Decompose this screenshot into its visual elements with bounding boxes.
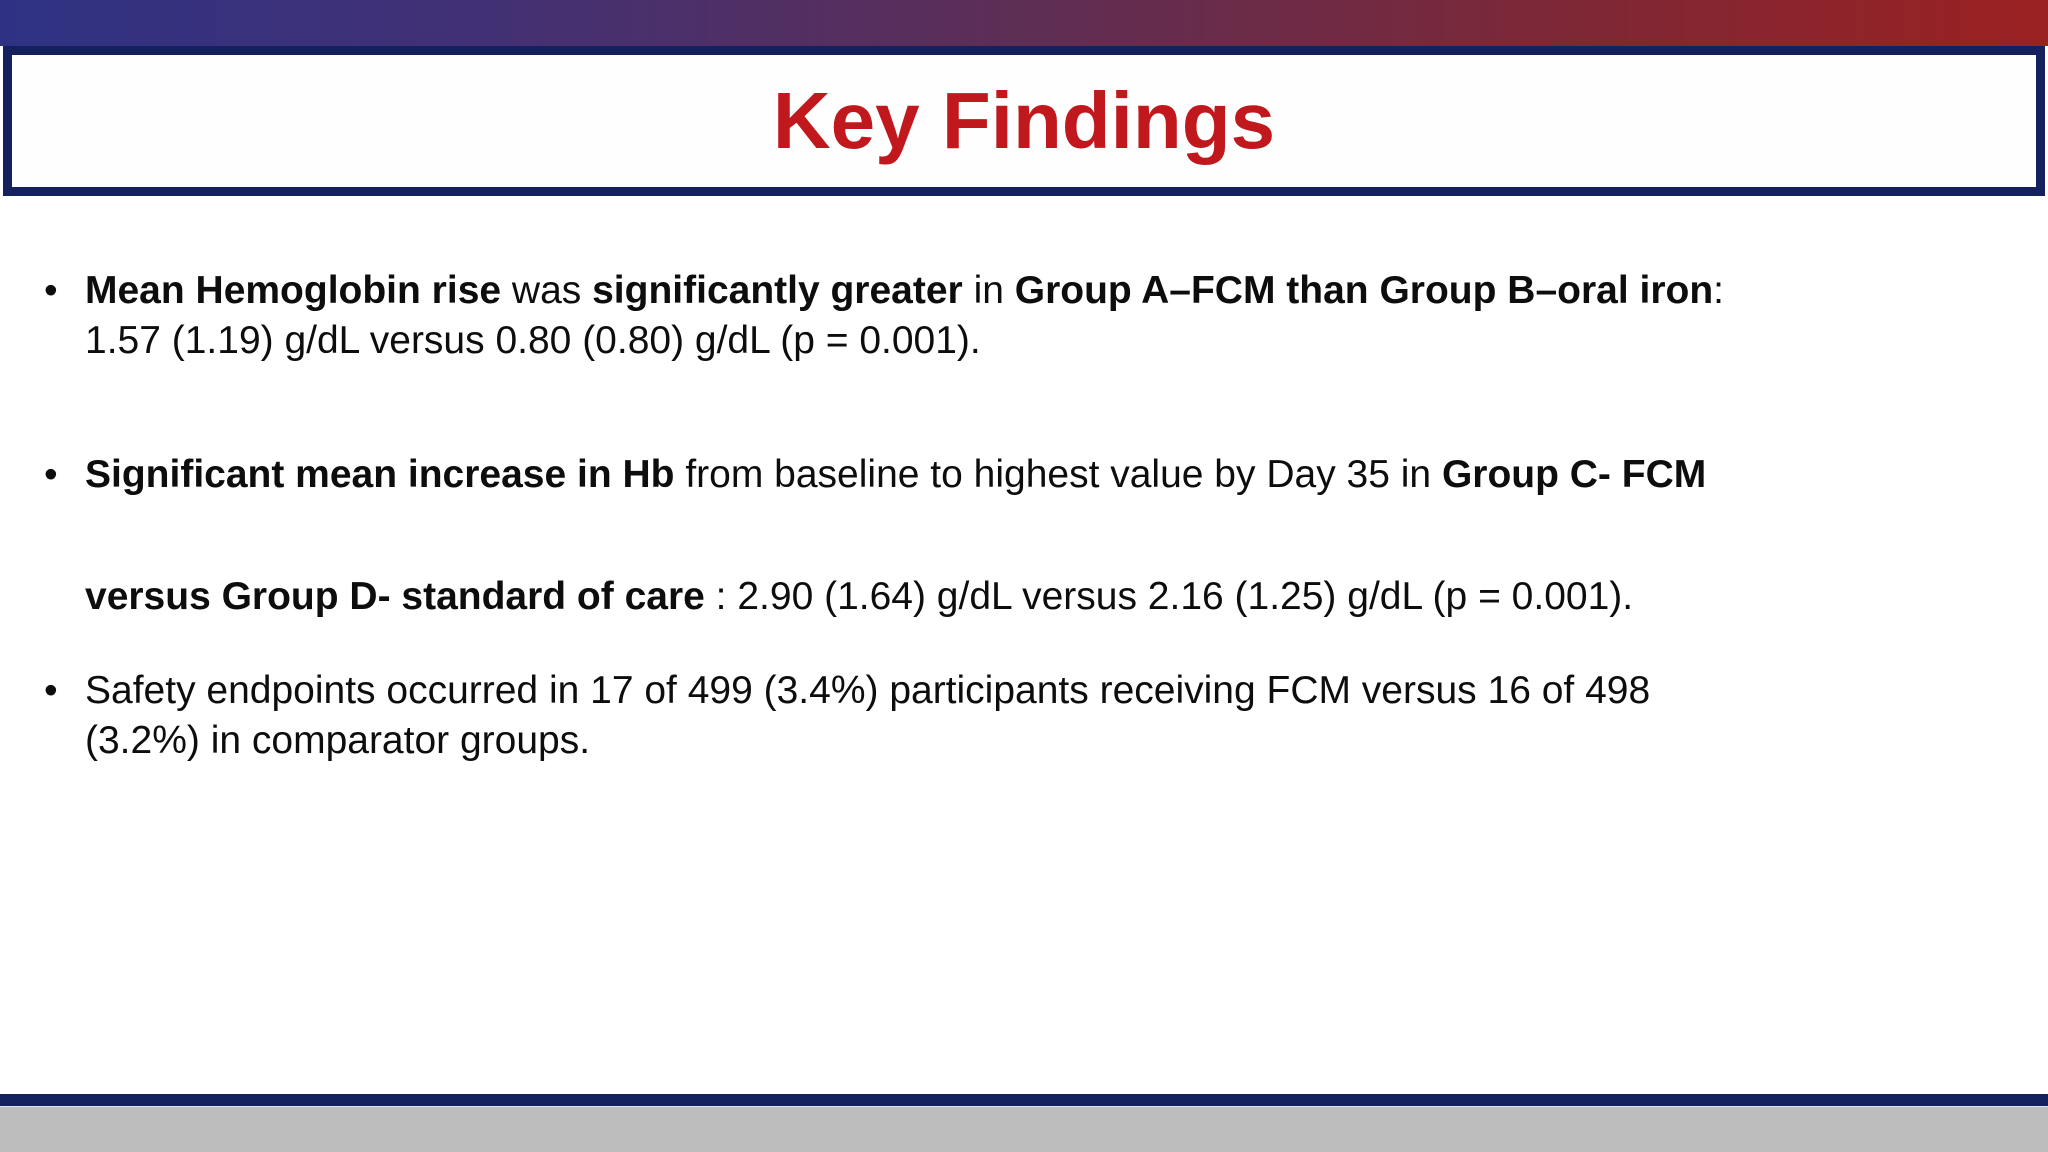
bold-text-run: Mean Hemoglobin rise	[85, 269, 502, 312]
footer-accent-bar	[0, 1094, 2048, 1107]
text-run: from baseline to highest value by Day 35…	[674, 453, 1442, 496]
bold-text-run: Significant mean increase in Hb	[85, 453, 675, 496]
bullet-item: • Mean Hemoglobin rise was significantly …	[44, 266, 2008, 366]
bullet-marker: •	[44, 669, 58, 712]
top-gradient-bar	[0, 0, 2048, 46]
bullet-text: Significant mean increase in Hb from bas…	[85, 450, 2008, 622]
title-box: Key Findings	[3, 46, 2045, 196]
bold-text-run: Group A–FCM than Group B–oral iron	[1014, 269, 1714, 312]
slide-title: Key Findings	[772, 76, 1276, 165]
bullet-line: versus Group D- standard of care : 2.90 …	[85, 572, 2008, 622]
bullet-marker: •	[44, 453, 58, 496]
bold-text-run: Group C- FCM	[1441, 453, 1707, 496]
bullet-line: Significant mean increase in Hb from bas…	[85, 450, 2008, 500]
text-run: :	[1713, 269, 1724, 312]
bullet-line: 1.57 (1.19) g/dL versus 0.80 (0.80) g/dL…	[85, 316, 2008, 366]
text-run: in	[962, 269, 1015, 312]
bold-text-run: versus Group D- standard of care	[85, 575, 705, 618]
text-run: 1.57 (1.19) g/dL versus 0.80 (0.80) g/dL…	[85, 319, 981, 362]
text-run: was	[501, 269, 593, 312]
footer-gray-bar	[0, 1106, 2048, 1152]
bullet-text: Safety endpoints occurred in 17 of 499 (…	[85, 666, 2008, 766]
bullet-item: • Significant mean increase in Hb from ba…	[44, 450, 2008, 622]
bullet-marker: •	[44, 269, 58, 312]
bullet-line: Safety endpoints occurred in 17 of 499 (…	[85, 666, 2008, 716]
key-findings-list: • Mean Hemoglobin rise was significantly …	[0, 196, 2048, 766]
text-run: : 2.90 (1.64) g/dL versus 2.16 (1.25) g/…	[704, 575, 1634, 618]
bold-text-run: significantly greater	[592, 269, 963, 312]
text-run: Safety endpoints occurred in 17 of 499 (…	[85, 669, 1651, 712]
text-run: (3.2%) in comparator groups.	[85, 719, 591, 762]
bullet-line: (3.2%) in comparator groups.	[85, 716, 2008, 766]
bullet-item: • Safety endpoints occurred in 17 of 499 …	[44, 666, 2008, 766]
bullet-text: Mean Hemoglobin rise was significantly g…	[85, 266, 2008, 366]
bullet-line: Mean Hemoglobin rise was significantly g…	[85, 266, 2008, 316]
